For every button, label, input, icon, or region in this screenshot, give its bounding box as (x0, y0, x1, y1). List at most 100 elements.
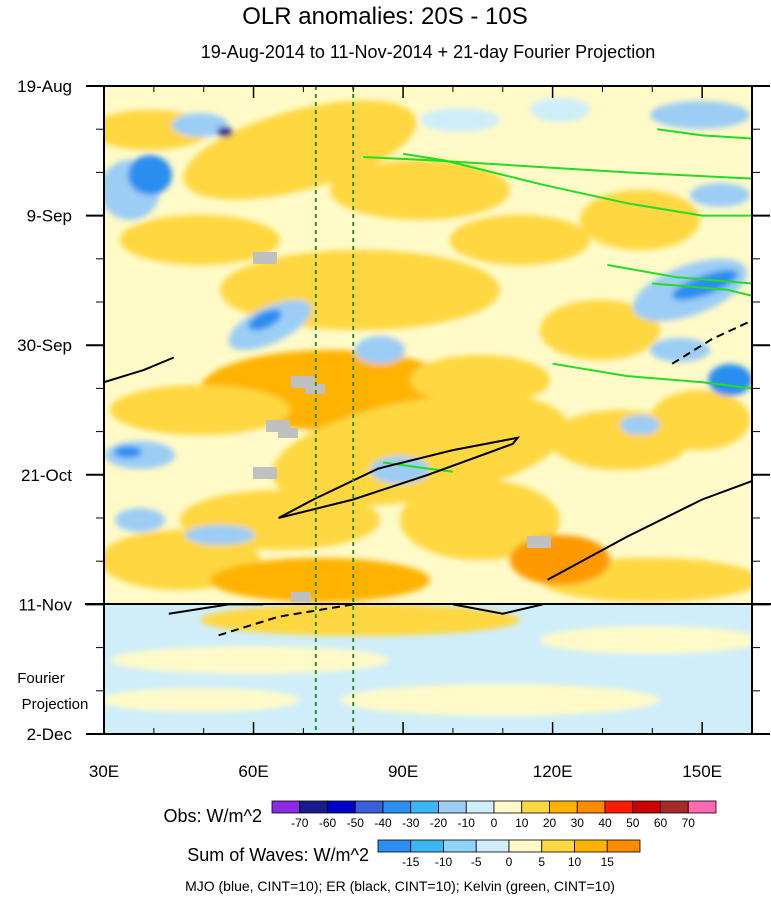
er-contour (104, 356, 175, 384)
obs-colorbar-label: -70 (291, 816, 309, 830)
field-blob (420, 108, 500, 132)
contour-legend: MJO (blue, CINT=10); ER (black, CINT=10)… (185, 878, 615, 894)
field-blob (540, 300, 660, 360)
x-tick-label: 90E (388, 762, 418, 781)
field-blob (210, 558, 430, 602)
x-tick-label: 30E (89, 762, 119, 781)
kelvin-contour (652, 282, 752, 297)
projection-label-line1: Fourier (17, 670, 65, 687)
obs-colorbar-label: 20 (543, 816, 557, 830)
kelvin-contour (607, 264, 752, 285)
obs-colorbar-label: -60 (319, 816, 337, 830)
field-blob (110, 646, 390, 674)
obs-colorbar-box (493, 800, 523, 814)
er-contour-negative (218, 603, 354, 637)
field-blob (248, 309, 282, 331)
y-tick-label: 9-Sep (27, 207, 72, 226)
obs-colorbar-label: 50 (626, 816, 640, 830)
field-blob (128, 155, 172, 195)
y-tick-label: 30-Sep (17, 336, 72, 355)
projection-label: Fourier Projection (17, 670, 88, 713)
missing-data-patch (278, 428, 298, 438)
obs-colorbar-box (438, 800, 467, 814)
field-blob (620, 415, 660, 435)
obs-colorbar-label: -10 (458, 816, 476, 830)
er-contour (278, 436, 521, 519)
reference-longitude-lines (314, 86, 355, 734)
obs-colorbar-label: 0 (491, 816, 498, 830)
y-tick-label: 2-Dec (27, 725, 73, 744)
chart-subtitle: 19-Aug-2014 to 11-Nov-2014 + 21-day Four… (201, 42, 655, 62)
field-blob (690, 183, 750, 207)
obs-colorbar-box (660, 800, 689, 814)
field-blob (540, 626, 752, 654)
waves-colorbar-box (475, 839, 510, 853)
field-blob (530, 98, 590, 122)
plot-area (85, 85, 771, 735)
obs-colorbar-label: -40 (374, 816, 392, 830)
obs-colorbar-box (632, 800, 661, 814)
missing-data-patch (527, 536, 551, 548)
missing-data-patch (253, 467, 277, 479)
waves-colorbar-box (606, 839, 641, 853)
field-blob (104, 688, 300, 712)
field-blob (200, 604, 520, 636)
obs-colorbar-box (687, 800, 717, 814)
field-blob (110, 385, 290, 435)
obs-colorbar-label: 30 (571, 816, 585, 830)
kelvin-contour (657, 128, 752, 140)
missing-data-patches (253, 252, 551, 602)
obs-colorbar-box (604, 800, 634, 814)
kelvin-contour (552, 362, 752, 390)
y-tick-label: 19-Aug (17, 77, 72, 96)
waves-colorbar-label: 0 (506, 855, 513, 869)
field-blob (580, 190, 700, 250)
obs-colorbar-title: Obs: W/m^2 (164, 806, 262, 826)
missing-data-patch (253, 252, 277, 264)
obs-colorbar-box (327, 800, 356, 814)
field-blob (330, 160, 510, 220)
er-contour (452, 603, 543, 615)
er-contour (547, 480, 752, 581)
obs-colorbar-box (465, 800, 495, 814)
field-blob (272, 394, 568, 506)
plot-frame (103, 85, 753, 735)
field-blob (183, 100, 417, 200)
kelvin-contour (363, 156, 752, 180)
waves-colorbar-label: -10 (435, 855, 453, 869)
obs-colorbar-label: 70 (682, 816, 696, 830)
waves-colorbar-box (410, 839, 444, 853)
x-tick-label: 150E (682, 762, 722, 781)
field-blob (708, 364, 752, 396)
waves-colorbar-box (574, 839, 608, 853)
field-blob (340, 684, 660, 716)
obs-colorbar-box (576, 800, 606, 814)
field-blob (410, 355, 550, 405)
waves-colorbar-label: 5 (538, 855, 545, 869)
field-blob (450, 215, 590, 265)
waves-colorbar-label: -5 (471, 855, 482, 869)
y-tick-label: 11-Nov (18, 595, 72, 614)
obs-colorbar-label: -50 (347, 816, 365, 830)
obs-colorbar-label: 10 (515, 816, 529, 830)
er-contour-negative (671, 319, 752, 365)
obs-colorbar-box (354, 800, 384, 814)
field-blob (114, 446, 142, 458)
missing-data-patch (305, 384, 325, 394)
obs-colorbar-box (521, 800, 550, 814)
field-blob (370, 456, 430, 484)
field-blob (510, 535, 610, 585)
waves-colorbar-box (508, 839, 543, 853)
waves-colorbar-box (377, 839, 412, 853)
field-blob (355, 336, 405, 364)
field-blob (671, 269, 739, 301)
waves-colorbar: Sum of Waves: W/m^2 -15 -10 -5 0 5 10 15 (187, 839, 641, 869)
field-blob (650, 338, 710, 362)
obs-colorbar-box (382, 800, 412, 814)
axes: 30E 60E 90E 120E 150E 19-Aug 9-Sep 30-Sep 21-Oct… (17, 77, 770, 781)
obs-colorbar: Obs: W/m^2 -70 -60 -50 -40 -30 -20 -10 0 10 20 30 4… (164, 800, 717, 830)
wave-contours (104, 128, 752, 637)
field-blob (400, 480, 560, 560)
obs-colorbar-label: -20 (430, 816, 448, 830)
